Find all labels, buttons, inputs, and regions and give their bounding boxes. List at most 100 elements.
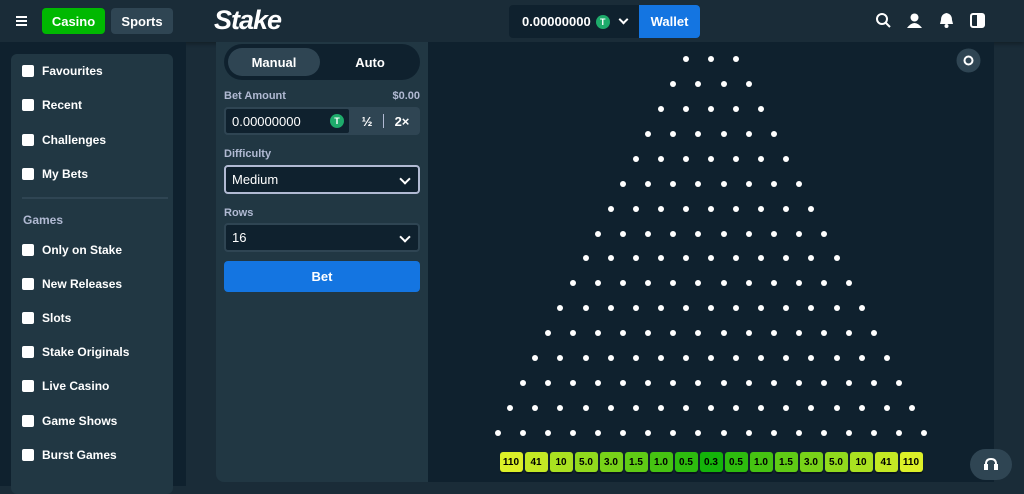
- auto-tab[interactable]: Auto: [355, 54, 385, 70]
- peg: [758, 255, 765, 262]
- peg: [670, 380, 677, 387]
- nav-icon: [22, 278, 34, 291]
- peg: [871, 380, 878, 387]
- peg: [820, 380, 827, 387]
- peg: [720, 280, 727, 287]
- double-button[interactable]: 2×: [394, 113, 410, 129]
- peg: [795, 280, 802, 287]
- chat-button[interactable]: [970, 449, 1012, 480]
- peg: [582, 255, 589, 262]
- multiplier-slot: 41: [874, 452, 898, 472]
- peg: [758, 155, 765, 162]
- peg: [557, 305, 564, 312]
- nav-label: Challenges: [42, 132, 107, 147]
- peg: [720, 180, 727, 187]
- peg: [708, 155, 714, 162]
- top-bar: Casino Sports Stake 0.00000000 T Wallet: [0, 0, 1024, 42]
- nav-item[interactable]: Challenges: [22, 130, 106, 150]
- peg: [795, 330, 802, 337]
- peg: [820, 429, 827, 436]
- peg: [820, 230, 827, 237]
- nav-item[interactable]: New Releases: [22, 274, 122, 294]
- sports-tab[interactable]: Sports: [111, 8, 173, 34]
- peg: [758, 305, 765, 312]
- peg: [745, 429, 752, 436]
- peg: [657, 255, 664, 262]
- bet-input[interactable]: 0.00000000: [224, 107, 351, 135]
- peg: [695, 330, 702, 337]
- peg: [795, 230, 802, 237]
- peg: [871, 330, 878, 337]
- rows-select[interactable]: 16: [224, 223, 420, 252]
- peg: [582, 305, 589, 312]
- nav-item[interactable]: My Bets: [22, 164, 88, 184]
- support-icon: [984, 458, 998, 470]
- nav-item[interactable]: Slots: [22, 308, 71, 328]
- currency-icon: T: [595, 14, 610, 29]
- peg: [808, 255, 815, 262]
- peg: [620, 429, 627, 436]
- nav-icon: [22, 244, 34, 256]
- multiplier-slot: 10: [549, 452, 573, 472]
- sidebar-toggle[interactable]: [970, 13, 985, 28]
- multiplier-slot: 5.0: [574, 452, 598, 472]
- peg: [783, 205, 790, 212]
- nav-item[interactable]: Live Casino: [22, 376, 109, 396]
- logo[interactable]: Stake: [214, 5, 282, 35]
- peg: [770, 330, 777, 337]
- nav-item[interactable]: Stake Originals: [22, 342, 129, 362]
- peg: [745, 330, 752, 337]
- multiplier-slot: 0.5: [674, 452, 698, 472]
- peg: [783, 355, 790, 362]
- multiplier-slot: 1.0: [749, 452, 773, 472]
- multiplier-slot: 110: [499, 452, 523, 472]
- rows-value: 16: [232, 230, 247, 245]
- notifications-icon[interactable]: [939, 12, 954, 28]
- peg: [582, 355, 589, 362]
- casino-tab[interactable]: Casino: [42, 8, 105, 34]
- peg: [695, 130, 702, 137]
- nav-item[interactable]: Only on Stake: [22, 240, 122, 260]
- user-icon[interactable]: [907, 13, 922, 28]
- peg: [670, 180, 677, 187]
- bet-button[interactable]: Bet: [224, 261, 420, 292]
- nav-item[interactable]: Recent: [22, 95, 82, 115]
- peg: [695, 80, 702, 87]
- divider: [383, 114, 384, 128]
- nav-item[interactable]: Favourites: [22, 61, 103, 81]
- peg: [733, 155, 740, 162]
- peg: [595, 330, 602, 337]
- peg: [494, 429, 501, 436]
- half-button[interactable]: ½: [361, 113, 373, 129]
- peg: [758, 355, 765, 362]
- search-icon[interactable]: [876, 13, 891, 28]
- nav-icon: [22, 133, 34, 146]
- peg: [733, 405, 740, 412]
- nav-icon: [22, 99, 34, 112]
- peg: [595, 230, 602, 237]
- peg: [607, 355, 614, 362]
- stats-button[interactable]: [956, 48, 981, 73]
- difficulty-select[interactable]: Medium: [224, 165, 420, 194]
- peg: [595, 380, 602, 387]
- nav-label: Live Casino: [42, 379, 110, 394]
- balance[interactable]: 0.00000000 T: [509, 5, 639, 38]
- peg: [770, 380, 777, 387]
- wallet-button[interactable]: Wallet: [639, 5, 700, 38]
- peg: [783, 405, 790, 412]
- peg: [720, 130, 727, 137]
- nav-icon: [22, 448, 34, 461]
- peg: [883, 355, 890, 362]
- peg: [620, 230, 627, 237]
- nav-item[interactable]: Game Shows: [22, 411, 117, 431]
- nav-item[interactable]: Burst Games: [22, 445, 117, 465]
- nav-icon: [22, 380, 34, 393]
- peg: [820, 280, 827, 287]
- nav-label: Stake Originals: [42, 345, 130, 360]
- manual-tab[interactable]: Manual: [228, 48, 320, 76]
- nav-icon: [22, 346, 34, 359]
- peg: [657, 355, 664, 362]
- menu-icon[interactable]: [16, 16, 27, 26]
- peg: [645, 380, 652, 387]
- peg: [657, 205, 664, 212]
